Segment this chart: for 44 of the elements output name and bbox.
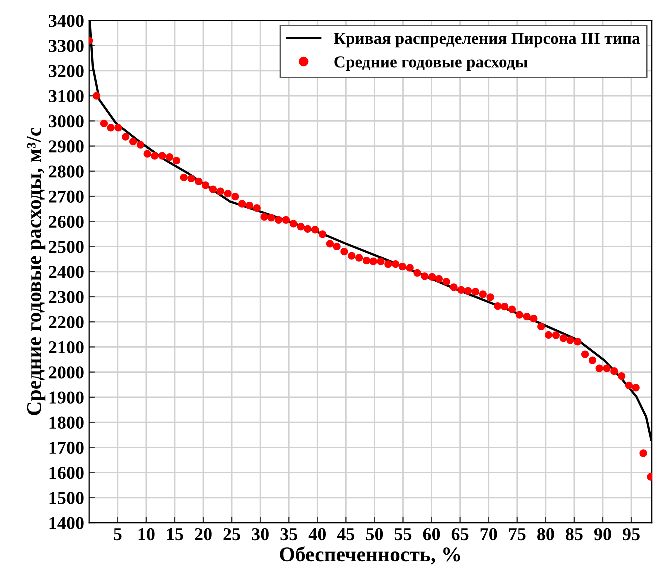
y-tick-label: 1400 [50, 517, 84, 530]
x-tick-label: 90 [594, 528, 612, 541]
y-tick-label: 3200 [49, 65, 84, 78]
x-tick-label: 5 [114, 528, 122, 541]
x-tick-label: 45 [337, 528, 355, 541]
y-tick-label: 2500 [49, 241, 84, 254]
y-tick-label: 1700 [50, 442, 84, 454]
x-axis-title: Обеспеченность, % [280, 546, 460, 565]
y-tick-label: 3300 [49, 40, 84, 52]
y-tick-label: 2000 [49, 366, 84, 379]
x-tick-label: 70 [480, 528, 498, 541]
legend-label: Средние годовые расходы [334, 56, 528, 72]
x-tick-label: 60 [423, 528, 440, 541]
y-tick-label: 1500 [50, 492, 84, 504]
x-tick-label: 75 [509, 528, 526, 541]
y-tick-label: 2900 [49, 140, 84, 153]
y-tick-label: 2600 [49, 216, 84, 228]
x-tick-label: 95 [622, 528, 640, 541]
x-tick-label: 55 [394, 528, 412, 541]
y-tick-label: 1800 [50, 416, 84, 429]
legend-label: Кривая распределения Пирсона III типа [334, 33, 640, 48]
x-tick-label: 40 [308, 528, 326, 541]
x-tick-label: 50 [366, 528, 384, 541]
y-axis-title: Средние годовые расходы, м³/с [27, 128, 46, 416]
y-tick-label: 2300 [49, 291, 84, 304]
y-tick-label: 3100 [49, 90, 84, 103]
y-tick-label: 2400 [49, 266, 84, 278]
y-tick-label: 3000 [49, 115, 84, 128]
x-tick-label: 10 [138, 528, 155, 541]
x-tick-label: 20 [195, 528, 212, 541]
y-tick-label: 1600 [50, 467, 84, 480]
y-tick-label: 2700 [49, 190, 84, 203]
y-tick-label: 1900 [50, 392, 84, 404]
y-tick-label: 3400 [49, 14, 84, 28]
x-tick-label: 80 [537, 528, 554, 541]
x-tick-label: 30 [252, 528, 269, 541]
x-tick-label: 65 [452, 528, 469, 541]
x-tick-label: 15 [167, 528, 184, 541]
x-tick-label: 85 [566, 528, 583, 541]
x-tick-label: 25 [224, 528, 240, 541]
x-tick-label: 35 [280, 528, 298, 541]
y-tick-label: 2800 [49, 166, 84, 178]
y-tick-label: 2100 [49, 341, 84, 354]
y-tick-label: 2200 [49, 316, 84, 329]
